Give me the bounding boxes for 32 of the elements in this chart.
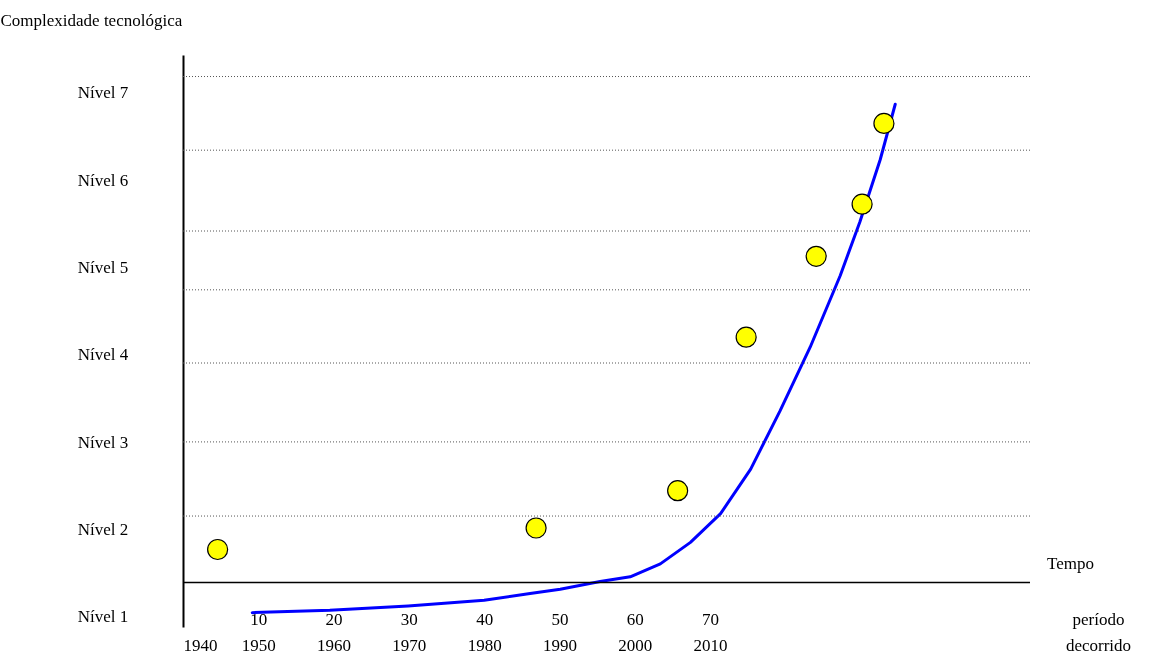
- point: [873, 112, 895, 134]
- point: [805, 245, 827, 267]
- text: Nível 6: [77, 170, 129, 190]
- text: Nível 7: [77, 83, 129, 103]
- text: Nível 2: [77, 520, 129, 540]
- x2-tick-label: 60: [626, 609, 644, 629]
- x2-tick-label: 70: [702, 609, 720, 629]
- point: [207, 538, 229, 561]
- x-tick-label: 1970: [392, 635, 427, 655]
- x2-axis-title: período decorrido: [1065, 609, 1132, 655]
- x-tick-label: 1960: [317, 635, 352, 655]
- x2-tick-label: 40: [476, 609, 494, 629]
- text: Nível 3: [77, 432, 129, 452]
- x-tick-label: 1950: [241, 635, 276, 655]
- x-tick-label: 2010: [693, 635, 728, 655]
- x2-tick-label: 20: [325, 609, 343, 629]
- point: [667, 480, 689, 502]
- x-tick-label: 1980: [467, 635, 502, 655]
- x-tick-label: 2000: [618, 635, 653, 655]
- text: Nível 4: [77, 345, 129, 365]
- y-axis-title: Complexidade tecnológica: [0, 10, 183, 30]
- x2-tick-label: 50: [551, 609, 569, 629]
- point: [735, 326, 757, 348]
- text: Nível 1: [77, 607, 129, 627]
- x-tick-label: 1940: [183, 635, 218, 655]
- x2-tick-label: 30: [400, 609, 418, 629]
- x2-tick-label: 10: [250, 609, 268, 629]
- text: Nível 5: [77, 257, 129, 277]
- x-tick-label: 1990: [542, 635, 577, 655]
- point: [851, 193, 873, 215]
- x-axis-title: Tempo: [1047, 553, 1094, 573]
- point: [525, 517, 547, 539]
